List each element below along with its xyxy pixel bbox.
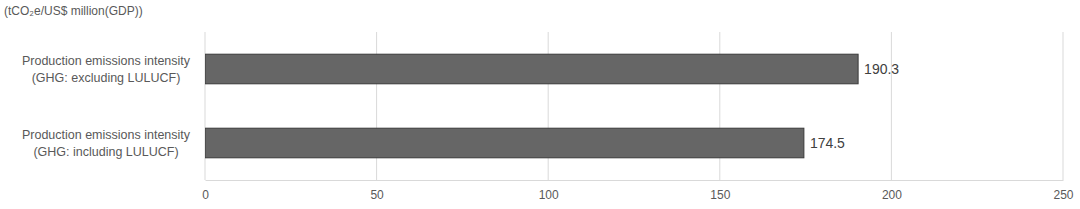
- tick-label: 250: [1053, 188, 1073, 202]
- category-label-line: (GHG: excluding LULUCF): [32, 71, 181, 85]
- data-label: 190.3: [864, 61, 899, 77]
- category-label: Production emissions intensity (GHG: incl…: [22, 128, 191, 159]
- category-label-line: (GHG: including LULUCF): [33, 145, 178, 159]
- grid-line: [891, 32, 892, 180]
- bar: [205, 128, 804, 158]
- axis-line: [206, 180, 1064, 181]
- tick-label: 150: [710, 188, 730, 202]
- tick-label: 200: [882, 188, 902, 202]
- data-labels: 190.3 174.5: [810, 61, 899, 151]
- tick: 150: [710, 180, 730, 202]
- category-label-line: Production emissions intensity: [22, 128, 191, 142]
- bars: [205, 54, 858, 158]
- tick: Production emissions intensity (GHG: incl…: [22, 128, 205, 159]
- tick-label: 100: [539, 188, 559, 202]
- grid: [205, 32, 1063, 180]
- tick-label: 50: [370, 188, 384, 202]
- grid-line: [1063, 32, 1064, 180]
- tick: 0: [202, 180, 209, 202]
- data-label: 174.5: [810, 135, 845, 151]
- chart: (tCO₂e/US$ million(GDP)) 0 50 100 150 200 250 P…: [0, 0, 1080, 209]
- tick-label: 0: [202, 188, 209, 202]
- bar: [205, 54, 858, 84]
- tick: Production emissions intensity (GHG: excl…: [22, 54, 205, 85]
- y-axis: Production emissions intensity (GHG: excl…: [22, 54, 205, 159]
- tick: 100: [539, 180, 559, 202]
- title: (tCO₂e/US$ million(GDP)): [4, 4, 143, 18]
- category-label-line: Production emissions intensity: [22, 54, 191, 68]
- tick: 250: [1053, 180, 1073, 202]
- category-label: Production emissions intensity (GHG: excl…: [22, 54, 191, 85]
- tick: 50: [370, 180, 384, 202]
- tick: 200: [882, 180, 902, 202]
- x-axis: 0 50 100 150 200 250: [202, 180, 1074, 202]
